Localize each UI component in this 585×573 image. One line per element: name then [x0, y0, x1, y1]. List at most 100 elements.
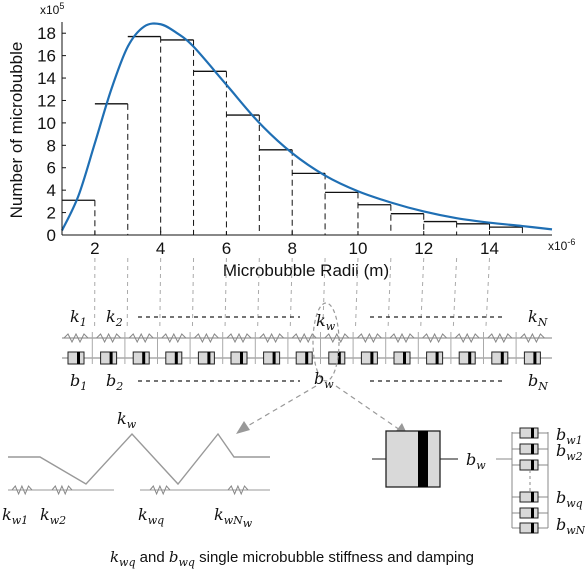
x-tick-label-6: 6: [222, 239, 231, 258]
label-k2: k2: [106, 307, 123, 329]
parallel-piston-6: [531, 523, 534, 533]
label-bN: bN: [528, 371, 548, 393]
parallel-damper-2: [519, 443, 539, 455]
connector-13: [485, 257, 491, 331]
damper-5: [197, 351, 215, 365]
bin-connector-lines: [94, 257, 491, 331]
damper-piston-2: [109, 352, 113, 364]
damper-piston-14: [500, 352, 504, 364]
x-tick-label-2: 2: [90, 239, 99, 258]
spring-elements: [63, 332, 545, 344]
y-tick-label-12: 12: [37, 91, 56, 110]
damper-piston-10: [370, 352, 374, 364]
series-spring-4: [227, 484, 249, 496]
chart-ticks: 2 4 6 8 10 12 14 0 2 4 6 8 10 12 14 16 18: [37, 24, 499, 258]
parallel-damper-3: [519, 459, 539, 471]
distribution-curve: [61, 22, 553, 231]
x-tick-label-4: 4: [156, 239, 165, 258]
damper-piston-15: [533, 352, 537, 364]
parallel-damper-6: [519, 522, 539, 534]
x-tick-label-10: 10: [349, 239, 368, 258]
arrow-to-spring-detail: [245, 385, 317, 428]
damper-12: [426, 351, 444, 365]
parallel-piston-2: [531, 444, 534, 454]
label-b2: b2: [106, 371, 123, 393]
damper-piston-1: [77, 352, 80, 364]
y-tick-label-4: 4: [47, 181, 56, 200]
parallel-piston-4: [531, 492, 534, 502]
highlight-ellipse: [312, 302, 340, 382]
detail-arrows: [245, 385, 401, 431]
x-tick-label-8: 8: [287, 239, 296, 258]
detail-label-kw1: kw1: [2, 505, 28, 527]
spring-15: [520, 332, 545, 344]
y-tick-label-18: 18: [37, 24, 56, 43]
damper-3: [132, 351, 150, 365]
label-b1: b1: [70, 371, 87, 393]
damper-11: [393, 351, 411, 365]
spring-2: [96, 332, 121, 344]
damper-7: [263, 351, 281, 365]
spring-8: [291, 332, 317, 344]
series-spring-3: [149, 484, 171, 496]
damper-elements: [67, 332, 541, 365]
parallel-damper-1: [519, 427, 539, 439]
spring-7: [259, 332, 284, 344]
y-tick-label-10: 10: [37, 114, 56, 133]
parallel-piston-1: [531, 428, 534, 438]
detail-label-kw: kw: [117, 409, 137, 431]
damper-piston-13: [468, 352, 472, 364]
damper-8: [295, 351, 313, 365]
x-exponent-label: x10-6: [548, 237, 575, 253]
y-tick-label-16: 16: [37, 47, 56, 66]
spring-14: [487, 332, 513, 344]
series-gap: [114, 486, 140, 494]
detail-label-bw1: bw1: [556, 425, 583, 447]
parallel-dampers: [496, 427, 549, 534]
damper-piston-8: [305, 352, 309, 364]
damper-detail: bw bw1 bw2 bwq bwN: [372, 425, 585, 537]
histogram-bins: [62, 35, 523, 235]
damper-1: [67, 351, 85, 365]
detail-label-kwNw: kwNw: [214, 505, 253, 530]
parallel-piston-3: [531, 460, 534, 470]
chart-axes: [61, 22, 552, 236]
label-bw: bw: [314, 369, 334, 391]
damper-2: [100, 351, 118, 365]
series-spring-2: [51, 484, 73, 496]
arrow-to-damper-detail: [335, 385, 401, 431]
parallel-piston-5: [531, 508, 534, 518]
label-kN: kN: [528, 307, 548, 329]
parallel-damper-4: [519, 491, 539, 503]
detail-label-bw2: bw2: [556, 441, 583, 463]
damper-piston: [418, 431, 428, 487]
spring-detail: kw kw1 kw2 kwq kwNw: [2, 409, 270, 530]
damper-9: [328, 351, 346, 365]
x-tick-label-14: 14: [480, 239, 499, 258]
y-tick-label-6: 6: [47, 159, 56, 178]
equivalent-spring: [8, 432, 270, 486]
label-kw: kw: [316, 311, 336, 333]
damper-piston-9: [337, 352, 341, 364]
spring-1: [63, 332, 89, 344]
spring-4: [161, 332, 187, 344]
damper-13: [458, 351, 476, 365]
damper-piston-4: [174, 352, 178, 364]
spring-damper-array: k1 k2 kw kN b1 b2 bw bN: [62, 302, 552, 393]
connector-3: [159, 257, 162, 331]
spring-13: [454, 332, 480, 344]
series-springs: [11, 484, 249, 496]
histogram-chart: 2 4 6 8 10 12 14 0 2 4 6 8 10 12 14 16 18 x105 x10-6 Mic…: [7, 1, 575, 280]
damper-piston-12: [435, 352, 439, 364]
y-tick-label-14: 14: [37, 69, 56, 88]
connector-11: [420, 257, 425, 331]
damper-14: [491, 351, 509, 365]
y-tick-label-8: 8: [47, 136, 56, 155]
x-axis-label: Microbubble Radii (m): [223, 261, 389, 280]
detail-label-bwq: bwq: [556, 488, 583, 510]
damper-piston-7: [272, 352, 276, 364]
spring-11: [389, 332, 415, 344]
equivalent-damper: [385, 430, 441, 488]
spring-3: [128, 332, 154, 344]
connector-12: [452, 257, 458, 331]
